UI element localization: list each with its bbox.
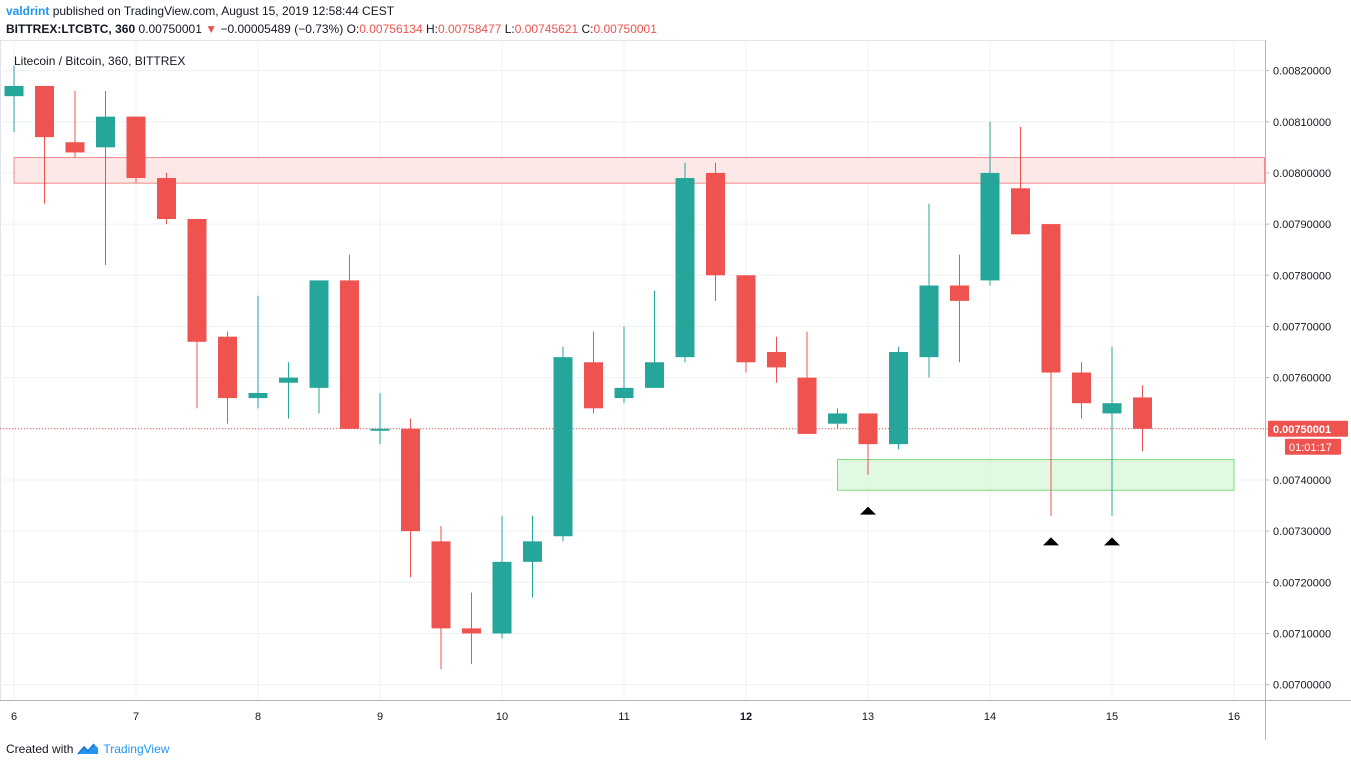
y-tick-label: 0.00790000 [1273, 219, 1331, 231]
candle-body[interactable] [248, 392, 268, 399]
support-zone[interactable] [837, 458, 1235, 491]
tradingview-brand[interactable]: TradingView [103, 742, 170, 756]
candle-body[interactable] [1011, 188, 1030, 235]
low-label: L: [504, 22, 515, 36]
candle-body[interactable] [1102, 403, 1122, 414]
chart-title: Litecoin / Bitcoin, 360, BITTREX [14, 54, 185, 68]
candle-body[interactable] [401, 428, 420, 532]
candle-body[interactable] [645, 362, 664, 388]
down-arrow-icon: ▼ [205, 22, 218, 36]
last-price: 0.00750001 [138, 22, 202, 36]
candle-body[interactable] [370, 428, 390, 431]
publish-info: valdrint published on TradingView.com, A… [6, 4, 394, 18]
candle-body[interactable] [96, 116, 115, 148]
x-tick-label: 11 [618, 711, 629, 723]
candle-body[interactable] [736, 275, 756, 363]
candle-body[interactable] [1041, 224, 1061, 373]
candle-body[interactable] [65, 142, 85, 153]
y-tick-label: 0.00720000 [1273, 577, 1331, 589]
candle-body[interactable] [584, 362, 603, 409]
y-tick-label: 0.00810000 [1273, 117, 1331, 129]
candle-body[interactable] [1072, 372, 1091, 404]
current-price-label-bg [1268, 420, 1348, 437]
author-link[interactable]: valdrint [6, 4, 50, 18]
candle-body[interactable] [1133, 397, 1152, 429]
countdown-label-bg [1285, 438, 1341, 455]
created-with-label: Created with [6, 742, 74, 756]
candlestick-chart[interactable]: 0.00820000 0.00810000 0.00800000 0.00790000… [0, 40, 1351, 740]
resistance-zone[interactable] [13, 157, 1265, 184]
candle-body[interactable] [950, 285, 969, 301]
up-triangle-marker [1104, 537, 1120, 546]
x-tick-label: 15 [1106, 711, 1118, 723]
candle-body[interactable] [35, 85, 54, 138]
ohlc-legend: BITTREX:LTCBTC, 360 0.00750001 ▼ −0.0000… [6, 22, 657, 36]
candle-body[interactable] [187, 218, 207, 342]
open-label: O: [346, 22, 360, 36]
y-tick-label: 0.00770000 [1273, 321, 1331, 333]
x-tick-label: 13 [862, 711, 874, 723]
candle-body[interactable] [553, 357, 573, 537]
y-tick-label: 0.00700000 [1273, 680, 1331, 692]
candle-body[interactable] [340, 280, 359, 429]
x-tick-label: 14 [984, 711, 996, 723]
x-tick-label: 7 [133, 711, 139, 723]
symbol-label: BITTREX:LTCBTC, 360 [6, 22, 136, 36]
x-tick-label: 9 [377, 711, 383, 723]
candle-body[interactable] [523, 541, 542, 562]
footer: Created with TradingView [6, 742, 169, 756]
candle-body[interactable] [492, 561, 512, 634]
y-tick-label: 0.00800000 [1273, 168, 1331, 180]
close-label: C: [581, 22, 594, 36]
x-tick-label: 10 [496, 711, 508, 723]
high-value: 0.00758477 [437, 22, 502, 36]
chart-area[interactable]: 0.00820000 0.00810000 0.00800000 0.00790000… [0, 40, 1351, 740]
candle-body[interactable] [980, 172, 1000, 281]
candle-body[interactable] [675, 178, 695, 358]
candle-body[interactable] [797, 377, 817, 434]
candle-body[interactable] [828, 413, 847, 424]
x-tick-label: 8 [255, 711, 261, 723]
candle-body[interactable] [157, 178, 176, 219]
close-value: 0.00750001 [593, 22, 657, 36]
candle-body[interactable] [858, 413, 878, 445]
candle-body[interactable] [279, 377, 298, 383]
x-tick-label: 16 [1228, 711, 1240, 723]
y-tick-label: 0.00780000 [1273, 270, 1331, 282]
open-value: 0.00756134 [359, 22, 423, 36]
plot-border [0, 40, 1266, 701]
candle-body[interactable] [309, 280, 329, 388]
candle-body[interactable] [4, 85, 24, 97]
tradingview-logo-icon [77, 743, 99, 755]
x-tick-label: 6 [11, 711, 17, 723]
up-triangle-marker [860, 506, 876, 515]
candle-body[interactable] [889, 352, 908, 445]
y-tick-label: 0.00740000 [1273, 475, 1331, 487]
high-label: H: [425, 22, 438, 36]
candle-body[interactable] [462, 628, 481, 634]
candle-body[interactable] [431, 541, 451, 629]
low-value: 0.00745621 [514, 22, 579, 36]
y-tick-label: 0.00820000 [1273, 66, 1331, 78]
x-tick-label: 12 [740, 711, 752, 723]
price-change: −0.00005489 (−0.73%) [220, 22, 344, 36]
countdown-label: 01:01:17 [1289, 442, 1332, 454]
y-tick-label: 0.00760000 [1273, 373, 1331, 385]
y-tick-label: 0.00730000 [1273, 526, 1331, 538]
y-tick-label: 0.00710000 [1273, 628, 1331, 640]
candle-body[interactable] [218, 336, 237, 399]
current-price-label: 0.00750001 [1273, 424, 1331, 436]
candle-body[interactable] [767, 352, 786, 368]
candle-body[interactable] [126, 116, 146, 179]
candle-body[interactable] [614, 387, 634, 399]
published-text: published on TradingView.com, August 15,… [52, 4, 395, 18]
candle-body[interactable] [919, 285, 939, 358]
up-triangle-marker [1043, 537, 1059, 546]
candle-body[interactable] [706, 172, 725, 276]
